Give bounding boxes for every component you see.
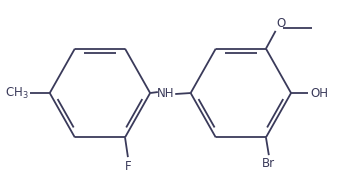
Text: NH: NH: [157, 86, 174, 100]
Text: Br: Br: [262, 157, 275, 170]
Text: O: O: [276, 17, 286, 30]
Text: F: F: [125, 160, 131, 173]
Text: CH$_3$: CH$_3$: [5, 86, 28, 101]
Text: OH: OH: [310, 86, 328, 100]
